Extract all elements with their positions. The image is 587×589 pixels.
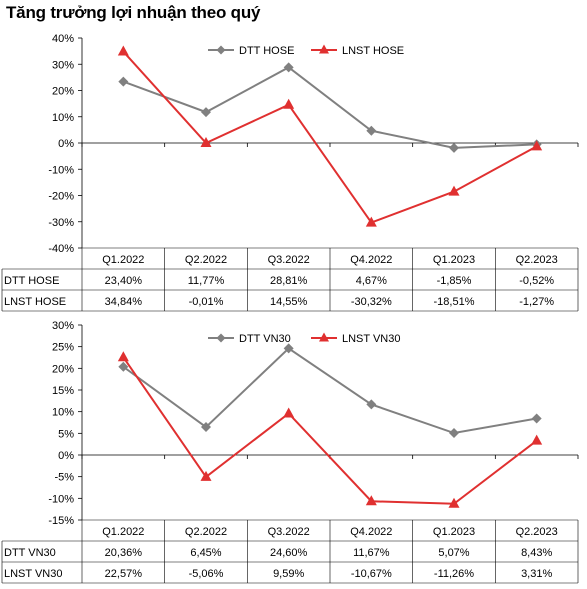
legend-marker-triangle (319, 332, 329, 342)
chart-2: 30% 25% 20% 15% 10% 5% 0% -5% -10% -15% DTT VN30 LN… (1, 320, 579, 584)
data-point-triangle (531, 434, 543, 445)
data-point-triangle (365, 216, 377, 227)
table-value-cell: 11,77% (188, 275, 225, 287)
data-point-diamond (366, 125, 377, 136)
table-series-name: LNST HOSE (4, 296, 66, 308)
legend-marker-triangle (319, 44, 329, 54)
data-point-diamond (449, 428, 459, 439)
y-tick-label: -5% (54, 472, 74, 484)
data-point-triangle (200, 137, 212, 148)
table-value-cell: 8,43% (521, 547, 552, 559)
y-tick-label: 30% (52, 320, 74, 332)
data-point-diamond (201, 107, 211, 118)
table-value-cell: -0,01% (189, 296, 224, 308)
legend-label: LNST VN30 (342, 333, 401, 345)
table-value-cell: -1,85% (437, 275, 472, 287)
y-tick-label: 20% (52, 86, 74, 98)
x-category-label: Q3.2022 (268, 254, 310, 266)
legend-label: DTT VN30 (239, 333, 291, 345)
series-line-2 (122, 50, 538, 224)
table-value-cell: 3,31% (521, 568, 552, 580)
x-category-label: Q2.2022 (185, 526, 227, 538)
table-value-cell: 5,07% (438, 547, 469, 559)
data-point-triangle (200, 470, 212, 481)
data-point-triangle (283, 407, 295, 418)
table-value-cell: 11,67% (353, 547, 390, 559)
y-tick-label: 10% (52, 112, 74, 124)
page-title: Tăng trưởng lợi nhuận theo quý (6, 3, 261, 22)
table-value-cell: 20,36% (105, 547, 143, 559)
x-category-label: Q2.2023 (516, 254, 558, 266)
data-point-diamond (118, 361, 129, 372)
data-point-diamond (118, 76, 129, 87)
data-point-triangle (283, 98, 295, 109)
y-tick-label: 25% (52, 342, 74, 354)
legend-marker-diamond (216, 45, 226, 55)
table-value-cell: 9,59% (273, 568, 304, 580)
legend-label: DTT HOSE (239, 45, 294, 57)
table-value-cell: -0,52% (519, 275, 554, 287)
table-series-name: DTT VN30 (4, 547, 56, 559)
table-value-cell: -11,26% (434, 568, 474, 580)
y-tick-label: 10% (52, 407, 74, 419)
legend-marker-diamond (216, 333, 226, 343)
table-value-cell: -18,51% (434, 296, 475, 308)
table-value-cell: 6,45% (190, 547, 221, 559)
table-value-cell: 22,57% (105, 568, 143, 580)
table-value-cell: -10,67% (351, 568, 392, 580)
x-category-label: Q3.2022 (268, 526, 310, 538)
x-category-label: Q1.2023 (433, 526, 475, 538)
x-category-label: Q1.2022 (102, 526, 144, 538)
data-point-diamond (366, 399, 377, 410)
chart-1: 40% 30% 20% 10% 0% -10% -20% -30% -40% DTT HOSE LN… (1, 33, 579, 312)
y-tick-label: -10% (48, 164, 74, 176)
table-value-cell: 24,60% (270, 547, 308, 559)
data-point-triangle (117, 351, 129, 362)
data-point-triangle (448, 185, 460, 196)
y-tick-label: 0% (58, 138, 74, 150)
data-point-diamond (283, 62, 294, 73)
x-category-label: Q1.2022 (102, 254, 144, 266)
series-line-2 (122, 356, 538, 505)
table-series-name: LNST VN30 (4, 568, 63, 580)
data-point-diamond (201, 422, 211, 433)
table-value-cell: -5,06% (189, 568, 224, 580)
y-tick-label: 40% (52, 33, 74, 45)
y-tick-label: -40% (48, 243, 74, 255)
table-value-cell: -30,32% (351, 296, 392, 308)
legend-label: LNST HOSE (342, 45, 404, 57)
table-value-cell: -1,27% (519, 296, 554, 308)
series-line-1 (122, 66, 537, 149)
table-value-cell: 34,84% (105, 296, 143, 308)
y-tick-label: -30% (48, 217, 74, 229)
table-value-cell: 4,67% (356, 275, 387, 287)
data-point-triangle (365, 495, 377, 506)
data-point-triangle (448, 497, 460, 508)
y-tick-label: -20% (48, 191, 74, 203)
y-tick-label: 0% (58, 450, 74, 462)
y-tick-label: 5% (58, 428, 74, 440)
y-tick-label: 20% (52, 363, 74, 375)
data-point-diamond (449, 142, 459, 153)
y-tick-label: -15% (48, 515, 74, 527)
table-value-cell: 14,55% (270, 296, 308, 308)
x-category-label: Q4.2022 (350, 254, 392, 266)
y-tick-label: -10% (48, 493, 74, 505)
table-series-name: DTT HOSE (4, 275, 59, 287)
x-category-label: Q4.2022 (350, 526, 392, 538)
data-point-triangle (117, 45, 129, 56)
series-line-1 (122, 347, 537, 435)
x-category-label: Q1.2023 (433, 254, 475, 266)
table-value-cell: 23,40% (105, 275, 143, 287)
x-category-label: Q2.2023 (516, 526, 558, 538)
data-point-triangle (531, 140, 543, 151)
table-value-cell: 28,81% (270, 275, 308, 287)
y-tick-label: 30% (52, 59, 74, 71)
data-point-diamond (283, 343, 294, 354)
x-category-label: Q2.2022 (185, 254, 227, 266)
y-tick-label: 15% (52, 385, 74, 397)
data-point-diamond (531, 413, 542, 424)
